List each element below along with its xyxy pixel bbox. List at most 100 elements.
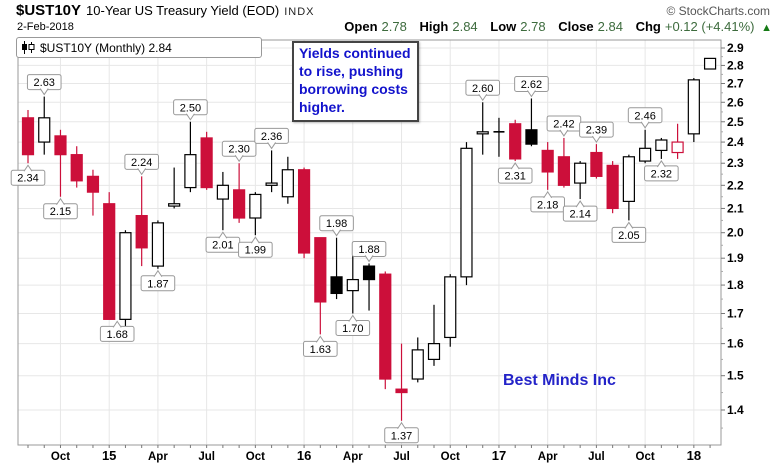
candle-body [411,349,424,380]
price-label: 2.34 [17,173,38,185]
price-label-pointer [153,269,163,278]
candle-body [362,265,376,281]
price-label: 2.46 [634,110,655,122]
chg-value: +0.12 (+4.41%) [664,19,755,34]
price-label: 2.60 [472,83,493,95]
price-label: 2.39 [586,125,607,137]
candle-body [38,117,51,143]
price-label: 2.32 [651,168,672,180]
price-label: 2.18 [537,199,558,211]
low-value: 2.78 [520,19,546,34]
price-label: 2.30 [228,144,249,156]
candle-body [151,222,165,267]
candle-body [590,151,603,177]
quote-bar: Open 2.78 High 2.84 Low 2.78 Close 2.84 Chg +… [344,19,772,34]
candle-body [476,131,489,135]
price-label: 1.87 [147,278,168,290]
price-label-pointer [56,197,65,206]
price-label-pointer [591,135,601,144]
candle-body [86,175,100,193]
candle-body [249,193,262,219]
y-axis-label: 2.9 [727,41,744,55]
candle-body [281,169,294,198]
candle-body [671,141,684,154]
candle-body [54,135,67,156]
price-label: 2.62 [521,79,542,91]
price-label: 1.98 [326,218,347,230]
y-axis-label: 1.8 [727,278,744,292]
price-label-pointer [332,229,341,237]
y-axis-label: 2.0 [727,226,744,240]
y-axis-label: 1.4 [727,403,744,417]
annotation-line: higher. [299,98,345,115]
candle-body [460,147,473,278]
x-axis-label: Oct [636,451,655,463]
candle-body [265,182,278,186]
candle-body [200,137,213,189]
price-label: 2.05 [618,230,639,242]
price-label-pointer [218,231,228,239]
candle-body [525,129,538,145]
annotation-line: to rise, pushing [299,62,404,79]
x-axis-label: Apr [538,451,558,463]
x-axis-label: Oct [246,451,265,463]
x-axis-label: 17 [492,448,506,463]
series-legend-label: $UST10Y (Monthly) 2.84 [40,40,172,55]
close-value: 2.84 [597,19,623,34]
x-axis-label: Jul [393,451,410,463]
candle-body [557,156,571,186]
price-label: 1.63 [310,344,331,356]
price-label: 2.24 [131,157,152,169]
price-label-pointer [510,162,520,170]
series-legend[interactable]: $UST10Y (Monthly) 2.84 [16,37,262,58]
price-label-pointer [250,236,260,244]
price-label: 1.99 [245,245,266,257]
quote-date: 2-Feb-2018 [17,21,74,33]
y-axis-label: 2.7 [727,77,744,91]
candle-body [297,169,311,254]
x-axis-label: Oct [51,451,70,463]
x-axis-label: 16 [297,448,311,463]
y-axis-label: 1.9 [727,251,744,265]
annotation-box: Yields continued to rise, pushing borrow… [292,41,419,122]
price-label: 2.50 [180,102,201,114]
candle-body [314,237,327,303]
copyright: © StockCharts.com [666,4,770,18]
price-label-pointer [364,255,374,263]
price-label: 1.68 [106,329,127,341]
watermark-text: Best Minds Inc [503,372,616,389]
candle-body [509,123,522,160]
close-label: Close [558,19,594,34]
candle-body [168,203,181,207]
chart-header: $UST10Y 10-Year US Treasury Yield (EOD) IN… [16,2,314,20]
x-axis-label: Apr [343,451,363,463]
y-axis-label: 1.6 [727,337,744,351]
candle-body [703,57,717,70]
y-axis-label: 1.7 [727,306,744,320]
exchange-tag: INDX [284,6,315,18]
annotation-line: Yields continued [299,45,411,61]
price-label-pointer [234,154,244,163]
price-label: 2.63 [34,77,55,89]
price-label-pointer [640,121,650,129]
candle-body [444,276,457,339]
candle-body [655,139,668,152]
x-axis-label: Apr [148,451,168,463]
price-label-pointer [315,335,325,343]
candle-body [427,343,441,361]
price-label: 2.36 [261,131,282,143]
x-axis-label: Jul [588,451,605,463]
y-axis-label: 2.3 [727,156,744,170]
candle-body [216,184,229,200]
price-label-pointer [527,90,536,98]
price-label: 1.37 [391,430,412,442]
price-label-pointer [397,421,406,430]
price-label-pointer [39,88,49,96]
high-label: High [419,19,449,34]
price-label: 2.42 [553,118,574,130]
page-title: 10-Year US Treasury Yield (EOD) [86,3,280,18]
y-axis-label: 2.4 [727,135,744,149]
candle-body [574,162,587,184]
